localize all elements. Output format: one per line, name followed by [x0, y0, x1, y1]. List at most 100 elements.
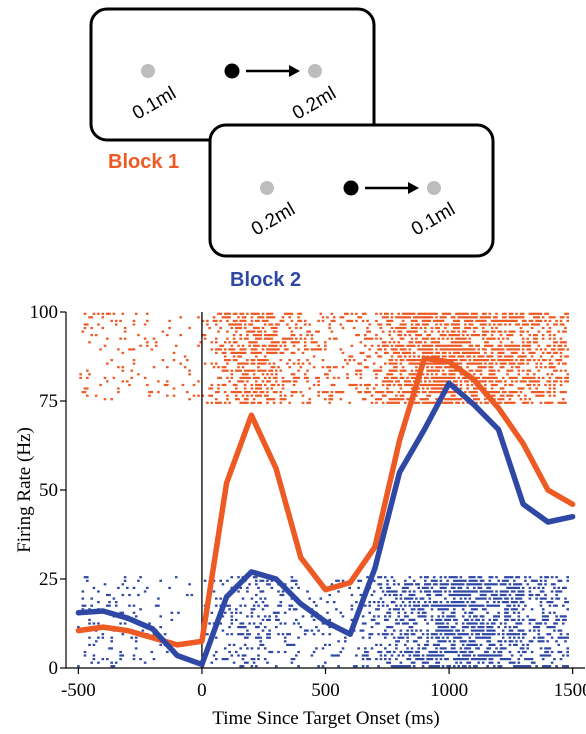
- spike-tick: [437, 362, 440, 365]
- spike-tick: [424, 398, 427, 401]
- spike-tick: [317, 383, 320, 387]
- spike-tick: [519, 583, 523, 586]
- spike-tick: [219, 401, 222, 404]
- spike-tick: [417, 391, 420, 394]
- spike-tick: [439, 633, 443, 636]
- spike-tick: [459, 604, 463, 607]
- spike-tick: [466, 590, 469, 593]
- spike-tick: [159, 626, 162, 629]
- spike-tick: [508, 636, 512, 639]
- spike-tick: [504, 590, 507, 593]
- spike-tick: [499, 344, 503, 347]
- spike-tick: [533, 373, 536, 376]
- spike-tick: [275, 326, 278, 330]
- spike-tick: [461, 341, 465, 344]
- spike-tick: [395, 351, 398, 354]
- spike-tick: [537, 586, 541, 589]
- spike-tick: [466, 633, 469, 636]
- spike-tick: [555, 359, 558, 362]
- spike-tick: [388, 362, 392, 365]
- spike-tick: [292, 334, 296, 337]
- spike-tick: [370, 633, 374, 636]
- spike-tick: [426, 312, 429, 315]
- spike-tick: [521, 593, 525, 597]
- spike-tick: [408, 618, 412, 621]
- spike-tick: [439, 387, 443, 390]
- spike-tick: [477, 348, 480, 351]
- spike-tick: [528, 348, 532, 351]
- spike-tick: [421, 373, 425, 376]
- spike-tick: [504, 355, 507, 358]
- spike-tick: [510, 359, 514, 362]
- spike-tick: [477, 633, 480, 636]
- spike-tick: [266, 380, 269, 383]
- spike-tick: [450, 576, 454, 579]
- spike-tick: [406, 330, 409, 333]
- spike-tick: [114, 323, 118, 326]
- spike-tick: [450, 330, 454, 333]
- spike-tick: [437, 351, 440, 354]
- spike-tick: [379, 348, 383, 351]
- spike-tick: [117, 391, 120, 394]
- spike-tick: [513, 611, 516, 614]
- spike-tick: [290, 658, 294, 661]
- spike-tick: [430, 633, 434, 636]
- spike-tick: [239, 323, 242, 326]
- spike-tick: [243, 316, 247, 319]
- spike-tick: [553, 341, 556, 344]
- spike-tick: [435, 312, 438, 315]
- spike-tick: [388, 330, 392, 333]
- spike-tick: [424, 579, 427, 582]
- spike-tick: [497, 319, 500, 322]
- spike-tick: [312, 341, 316, 344]
- spike-tick: [366, 355, 369, 358]
- spike-tick: [455, 383, 458, 387]
- spike-tick: [435, 362, 438, 365]
- spike-tick: [344, 640, 347, 643]
- spike-tick: [566, 636, 569, 639]
- spike-tick: [401, 326, 405, 330]
- spike-tick: [519, 640, 523, 643]
- spike-tick: [490, 593, 494, 597]
- spike-tick: [372, 590, 376, 593]
- spike-tick: [559, 383, 563, 387]
- spike-tick: [488, 636, 492, 639]
- spike-tick: [277, 604, 280, 607]
- spike-tick: [348, 586, 351, 589]
- spike-tick: [519, 593, 523, 597]
- spike-tick: [550, 626, 554, 629]
- spike-tick: [417, 647, 420, 650]
- spike-tick: [479, 576, 483, 579]
- spike-tick: [297, 348, 300, 351]
- spike-tick: [388, 586, 392, 589]
- spike-tick: [266, 351, 269, 354]
- spike-tick: [421, 312, 425, 315]
- spike-tick: [464, 319, 467, 322]
- spike-tick: [461, 601, 465, 604]
- spike-tick: [412, 362, 416, 365]
- spike-tick: [123, 579, 127, 582]
- spike-tick: [419, 334, 423, 337]
- spike-tick: [466, 334, 469, 337]
- spike-tick: [239, 604, 242, 607]
- spike-tick: [252, 608, 256, 611]
- spike-tick: [212, 366, 216, 369]
- spike-tick: [524, 665, 527, 668]
- spike-tick: [424, 583, 427, 586]
- spike-tick: [535, 380, 538, 383]
- spike-tick: [417, 611, 420, 614]
- spike-tick: [504, 312, 507, 315]
- spike-tick: [541, 608, 545, 611]
- spike-tick: [248, 369, 251, 372]
- spike-tick: [97, 323, 100, 326]
- spike-tick: [406, 312, 409, 315]
- spike-tick: [223, 383, 227, 387]
- spike-tick: [399, 383, 403, 387]
- spike-tick: [154, 341, 158, 344]
- spike-tick: [417, 348, 420, 351]
- spike-tick: [246, 615, 249, 618]
- spike-tick: [497, 359, 500, 362]
- spike-tick: [497, 380, 500, 383]
- spike-tick: [395, 590, 398, 593]
- spike-tick: [257, 351, 260, 354]
